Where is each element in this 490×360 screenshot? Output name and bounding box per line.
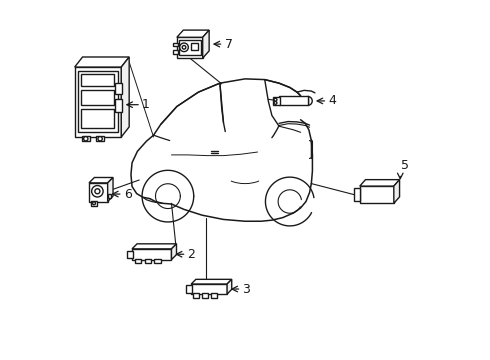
- Bar: [81, 90, 114, 105]
- Bar: [96, 136, 104, 141]
- Circle shape: [92, 185, 103, 197]
- Bar: [154, 259, 161, 263]
- Bar: [193, 293, 199, 298]
- Bar: [191, 43, 198, 50]
- Bar: [272, 97, 280, 105]
- Bar: [179, 40, 200, 55]
- Bar: [82, 136, 90, 141]
- Bar: [172, 42, 177, 46]
- Polygon shape: [227, 279, 232, 294]
- Circle shape: [93, 202, 96, 205]
- Circle shape: [180, 43, 188, 51]
- Bar: [191, 284, 227, 294]
- Polygon shape: [394, 180, 399, 203]
- Circle shape: [95, 189, 100, 194]
- Polygon shape: [89, 177, 113, 183]
- Polygon shape: [191, 279, 232, 284]
- Text: 3: 3: [243, 283, 250, 296]
- Bar: [81, 74, 114, 86]
- Polygon shape: [108, 177, 113, 202]
- Bar: [78, 71, 118, 132]
- Bar: [211, 293, 217, 298]
- Bar: [126, 251, 133, 258]
- Polygon shape: [203, 30, 209, 58]
- Text: 1: 1: [142, 98, 150, 111]
- Text: 2: 2: [188, 248, 196, 261]
- Bar: [132, 249, 172, 260]
- Circle shape: [98, 136, 102, 141]
- Bar: [202, 293, 208, 298]
- Bar: [91, 201, 97, 206]
- Polygon shape: [74, 57, 129, 67]
- Bar: [115, 83, 122, 94]
- Text: 7: 7: [224, 37, 233, 51]
- Polygon shape: [360, 180, 399, 186]
- Polygon shape: [132, 244, 176, 249]
- Bar: [81, 109, 114, 128]
- Bar: [135, 259, 141, 263]
- Circle shape: [182, 45, 186, 49]
- Bar: [279, 96, 308, 105]
- Circle shape: [274, 98, 277, 101]
- Circle shape: [274, 102, 277, 104]
- Text: 6: 6: [124, 188, 132, 201]
- Bar: [354, 188, 361, 201]
- Bar: [108, 194, 111, 198]
- Bar: [172, 50, 177, 54]
- Bar: [177, 37, 203, 58]
- Polygon shape: [172, 244, 176, 260]
- Bar: [89, 183, 108, 202]
- Bar: [115, 99, 122, 112]
- Polygon shape: [122, 57, 129, 137]
- Bar: [74, 67, 122, 137]
- Bar: [186, 285, 192, 293]
- Text: 4: 4: [328, 94, 336, 107]
- Polygon shape: [177, 30, 209, 37]
- Text: 5: 5: [401, 159, 409, 172]
- Bar: [145, 259, 151, 263]
- Circle shape: [84, 136, 88, 141]
- Bar: [360, 186, 394, 203]
